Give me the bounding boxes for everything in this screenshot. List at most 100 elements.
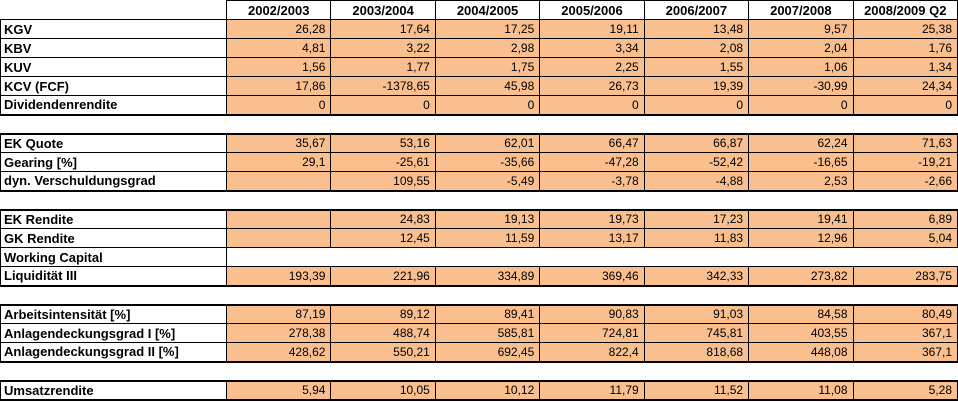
value-cell[interactable]: 11,79	[539, 379, 645, 401]
value-cell[interactable]: 13,17	[539, 228, 645, 248]
value-cell[interactable]: -25,61	[330, 152, 436, 172]
value-cell[interactable]: 0	[539, 95, 645, 116]
value-cell[interactable]: 35,67	[225, 132, 332, 153]
value-cell[interactable]: -30,99	[748, 76, 854, 96]
value-cell[interactable]: 9,57	[748, 19, 854, 39]
value-cell[interactable]: 1,76	[852, 38, 958, 58]
value-cell[interactable]: 45,98	[434, 76, 541, 96]
value-cell[interactable]: 1,55	[643, 57, 750, 77]
value-cell[interactable]: 0	[330, 95, 436, 116]
value-cell[interactable]: 0	[434, 95, 541, 116]
spacer-cell[interactable]	[0, 190, 958, 210]
column-header[interactable]: 2002/2003	[225, 0, 332, 20]
value-cell[interactable]: 221,96	[330, 266, 436, 287]
value-cell[interactable]: -52,42	[643, 152, 750, 172]
value-cell[interactable]: 12,45	[330, 228, 436, 248]
value-cell[interactable]: 26,28	[225, 19, 332, 39]
value-cell[interactable]: 89,12	[330, 303, 436, 324]
row-label[interactable]: Dividendenrendite	[0, 95, 227, 116]
value-cell[interactable]: 1,06	[748, 57, 854, 77]
row-label[interactable]: EK Rendite	[0, 208, 227, 229]
value-cell[interactable]	[225, 228, 332, 248]
value-cell[interactable]: 585,81	[434, 323, 541, 343]
value-cell[interactable]: 17,86	[225, 76, 332, 96]
value-cell[interactable]: -35,66	[434, 152, 541, 172]
value-cell[interactable]: 62,24	[748, 132, 854, 153]
value-cell[interactable]: -3,78	[539, 171, 645, 192]
value-cell[interactable]: 724,81	[539, 323, 645, 343]
value-cell[interactable]: -16,65	[748, 152, 854, 172]
row-label[interactable]: KBV	[0, 38, 227, 58]
value-cell[interactable]: 19,73	[539, 208, 645, 229]
value-cell[interactable]: 19,41	[748, 208, 854, 229]
row-label[interactable]: dyn. Verschuldungsgrad	[0, 171, 227, 192]
row-label[interactable]: EK Quote	[0, 132, 227, 153]
value-cell[interactable]: 17,64	[330, 19, 436, 39]
value-cell[interactable]: 71,63	[852, 132, 958, 153]
value-cell[interactable]: 13,48	[643, 19, 750, 39]
value-cell[interactable]: 0	[225, 95, 332, 116]
value-cell[interactable]: 19,13	[434, 208, 541, 229]
row-label[interactable]: Gearing [%]	[0, 152, 227, 172]
empty-cell[interactable]	[226, 247, 331, 267]
value-cell[interactable]: 12,96	[748, 228, 854, 248]
value-cell[interactable]: 367,1	[852, 342, 958, 363]
value-cell[interactable]: 745,81	[643, 323, 750, 343]
value-cell[interactable]: 109,55	[330, 171, 436, 192]
value-cell[interactable]: 2,08	[643, 38, 750, 58]
row-label[interactable]: GK Rendite	[0, 228, 227, 248]
row-label[interactable]: Anlagendeckungsgrad II [%]	[0, 342, 227, 363]
value-cell[interactable]: 5,04	[852, 228, 958, 248]
value-cell[interactable]: 24,34	[852, 76, 958, 96]
value-cell[interactable]: 3,22	[330, 38, 436, 58]
value-cell[interactable]: -47,28	[539, 152, 645, 172]
value-cell[interactable]: -2,66	[852, 171, 958, 192]
value-cell[interactable]: 367,1	[852, 323, 958, 343]
value-cell[interactable]: 0	[852, 95, 958, 116]
empty-cell[interactable]	[435, 247, 540, 267]
value-cell[interactable]: 193,39	[225, 266, 332, 287]
column-header[interactable]: 2005/2006	[539, 0, 645, 20]
row-label[interactable]: Liquidität III	[0, 266, 227, 287]
value-cell[interactable]: 29,1	[225, 152, 332, 172]
value-cell[interactable]: 1,56	[225, 57, 332, 77]
value-cell[interactable]: 2,98	[434, 38, 541, 58]
value-cell[interactable]: 17,23	[643, 208, 750, 229]
value-cell[interactable]: 11,52	[643, 379, 750, 401]
value-cell[interactable]: 11,83	[643, 228, 750, 248]
value-cell[interactable]: 11,59	[434, 228, 541, 248]
corner-cell[interactable]	[0, 0, 227, 20]
value-cell[interactable]: 369,46	[539, 266, 645, 287]
empty-cell[interactable]	[853, 247, 958, 267]
row-label[interactable]: Anlagendeckungsgrad I [%]	[0, 323, 227, 343]
spacer-cell[interactable]	[0, 114, 958, 134]
value-cell[interactable]: 19,39	[643, 76, 750, 96]
value-cell[interactable]: 4,81	[225, 38, 332, 58]
row-label[interactable]: Umsatzrendite	[0, 379, 227, 401]
row-label[interactable]: Working Capital	[0, 247, 227, 267]
value-cell[interactable]: 17,25	[434, 19, 541, 39]
spacer-cell[interactable]	[0, 361, 958, 381]
value-cell[interactable]: 818,68	[643, 342, 750, 363]
value-cell[interactable]: 2,25	[539, 57, 645, 77]
value-cell[interactable]: 62,01	[434, 132, 541, 153]
value-cell[interactable]: 334,89	[434, 266, 541, 287]
value-cell[interactable]: 90,83	[539, 303, 645, 324]
value-cell[interactable]: 1,77	[330, 57, 436, 77]
value-cell[interactable]: 0	[643, 95, 750, 116]
column-header[interactable]: 2003/2004	[330, 0, 436, 20]
value-cell[interactable]: 283,75	[852, 266, 958, 287]
value-cell[interactable]: -5,49	[434, 171, 541, 192]
value-cell[interactable]: 428,62	[225, 342, 332, 363]
column-header[interactable]: 2004/2005	[434, 0, 541, 20]
value-cell[interactable]: 80,49	[852, 303, 958, 324]
row-label[interactable]: Arbeitsintensität [%]	[0, 303, 227, 324]
column-header[interactable]: 2008/2009 Q2	[852, 0, 958, 20]
column-header[interactable]: 2007/2008	[748, 0, 854, 20]
value-cell[interactable]: 6,89	[852, 208, 958, 229]
value-cell[interactable]: 19,11	[539, 19, 645, 39]
value-cell[interactable]: 84,58	[748, 303, 854, 324]
value-cell[interactable]: 273,82	[748, 266, 854, 287]
column-header[interactable]: 2006/2007	[643, 0, 750, 20]
value-cell[interactable]: 448,08	[748, 342, 854, 363]
